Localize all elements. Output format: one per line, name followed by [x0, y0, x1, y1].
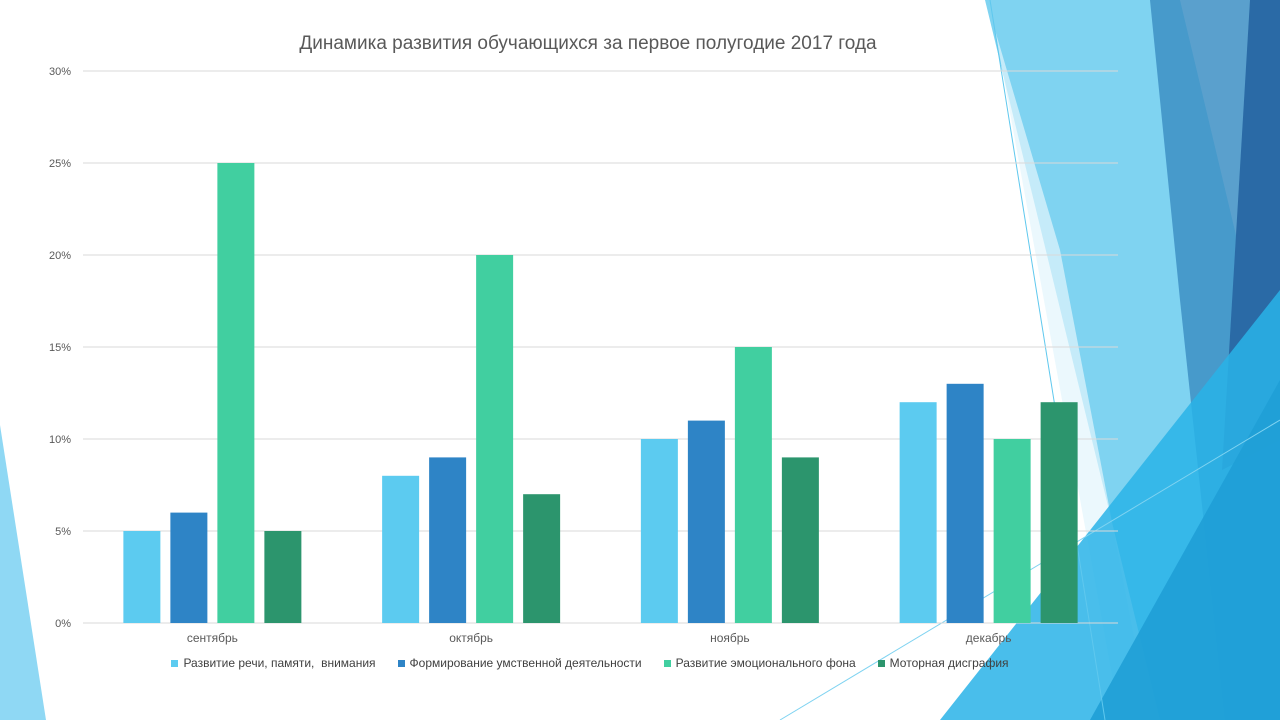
y-tick-label: 5% — [55, 526, 71, 538]
y-tick-label: 30% — [49, 66, 71, 78]
legend-label: Формирование умственной деятельности — [409, 656, 642, 670]
legend-label: Развитие эмоционального фона — [675, 656, 856, 670]
legend-swatch — [171, 659, 179, 667]
bar — [734, 347, 772, 623]
y-tick-label: 20% — [49, 250, 71, 262]
y-tick-label: 0% — [55, 618, 71, 630]
bottom-deep-facet — [1090, 380, 1280, 720]
chart-title: Динамика развития обучающихся за первое … — [299, 33, 877, 54]
bar — [781, 457, 819, 623]
legend-item: Развитие эмоционального фона — [663, 656, 856, 670]
y-tick-label: 25% — [49, 158, 71, 170]
bar — [640, 439, 678, 623]
bar — [123, 531, 161, 623]
legend-swatch — [397, 659, 405, 667]
bar — [382, 475, 420, 623]
bar — [687, 420, 725, 623]
bar — [170, 512, 208, 623]
left-edge-stripe — [0, 425, 46, 720]
legend-item: Развитие речи, памяти, внимания — [171, 656, 376, 670]
legend-item: Формирование умственной деятельности — [397, 656, 642, 670]
x-tick-label: октябрь — [449, 631, 493, 645]
y-tick-label: 15% — [49, 342, 71, 354]
bar — [899, 402, 937, 623]
legend-item: Моторная дисграфия — [877, 656, 1009, 670]
legend-label: Моторная дисграфия — [889, 656, 1009, 670]
bar — [523, 494, 561, 623]
bar — [264, 531, 302, 623]
accent-line — [989, 0, 1106, 720]
bar — [429, 457, 467, 623]
bar — [217, 163, 255, 623]
legend-swatch — [663, 659, 671, 667]
y-tick-label: 10% — [49, 434, 71, 446]
chart-legend: Развитие речи, памяти, внимания Формиров… — [0, 656, 1180, 670]
x-tick-label: декабрь — [966, 631, 1012, 645]
x-tick-label: ноябрь — [710, 631, 750, 645]
bar — [946, 383, 984, 623]
bar — [476, 255, 514, 623]
legend-label: Развитие речи, памяти, внимания — [183, 656, 376, 670]
legend-swatch — [877, 659, 885, 667]
x-tick-label: сентябрь — [187, 631, 238, 645]
bar — [1040, 402, 1078, 623]
bar — [993, 439, 1031, 623]
